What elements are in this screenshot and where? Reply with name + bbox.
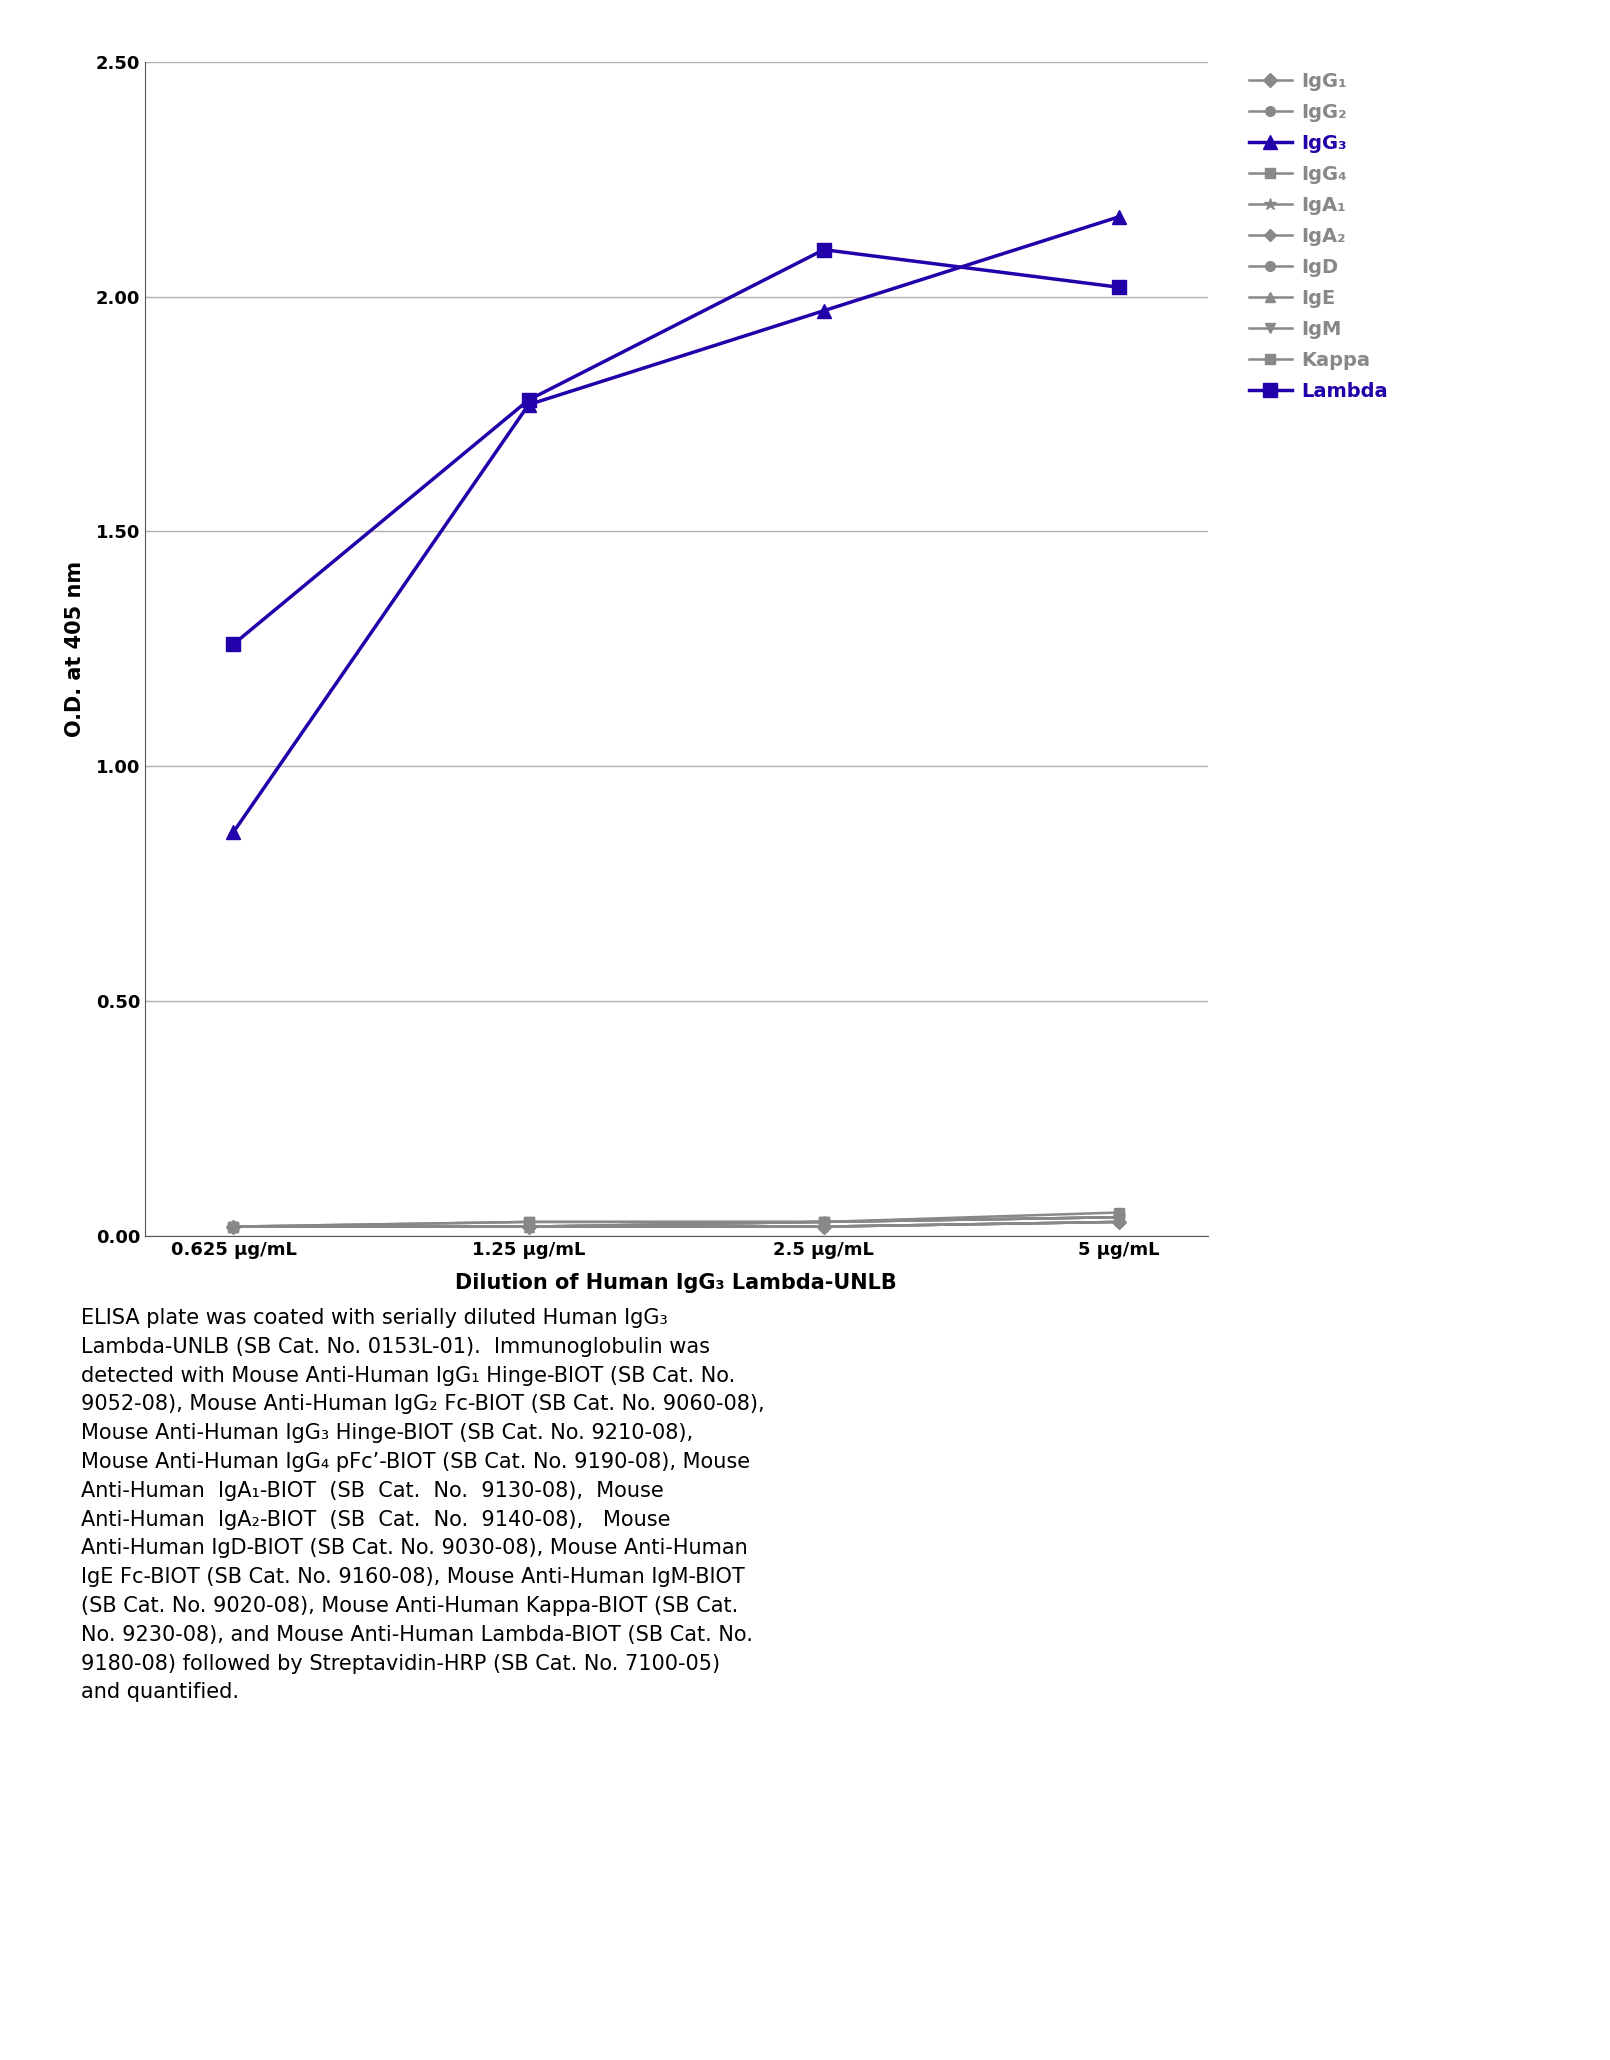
Legend: IgG₁, IgG₂, IgG₃, IgG₄, IgA₁, IgA₂, IgD, IgE, IgM, Kappa, Lambda: IgG₁, IgG₂, IgG₃, IgG₄, IgA₁, IgA₂, IgD,… <box>1249 72 1388 402</box>
Text: ELISA plate was coated with serially diluted Human IgG₃
Lambda-UNLB (SB Cat. No.: ELISA plate was coated with serially dil… <box>80 1308 765 1702</box>
Y-axis label: O.D. at 405 nm: O.D. at 405 nm <box>64 560 85 737</box>
X-axis label: Dilution of Human IgG₃ Lambda-UNLB: Dilution of Human IgG₃ Lambda-UNLB <box>456 1273 897 1294</box>
